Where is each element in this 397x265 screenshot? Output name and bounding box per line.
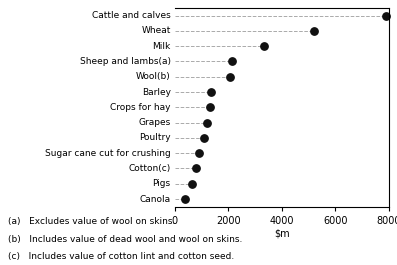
Point xyxy=(383,14,389,18)
Text: Cotton(c): Cotton(c) xyxy=(129,164,171,173)
Point xyxy=(206,105,213,109)
Text: Milk: Milk xyxy=(152,42,171,51)
Text: Sheep and lambs(a): Sheep and lambs(a) xyxy=(80,57,171,66)
Point xyxy=(189,182,195,186)
Text: (c)   Includes value of cotton lint and cotton seed.: (c) Includes value of cotton lint and co… xyxy=(8,252,234,261)
Point xyxy=(226,75,233,79)
Text: Crops for hay: Crops for hay xyxy=(110,103,171,112)
Point xyxy=(204,121,210,125)
X-axis label: $m: $m xyxy=(274,228,290,239)
Point xyxy=(193,166,199,171)
Point xyxy=(201,136,207,140)
Text: (a)   Excludes value of wool on skins.: (a) Excludes value of wool on skins. xyxy=(8,217,175,226)
Text: Sugar cane cut for crushing: Sugar cane cut for crushing xyxy=(45,149,171,158)
Point xyxy=(311,29,317,33)
Point xyxy=(208,90,214,94)
Point xyxy=(196,151,202,155)
Text: Pigs: Pigs xyxy=(152,179,171,188)
Text: Grapes: Grapes xyxy=(139,118,171,127)
Point xyxy=(182,197,188,201)
Text: Wheat: Wheat xyxy=(141,26,171,36)
Text: Wool(b): Wool(b) xyxy=(136,72,171,81)
Point xyxy=(261,44,268,48)
Text: Poultry: Poultry xyxy=(139,133,171,142)
Text: Cattle and calves: Cattle and calves xyxy=(92,11,171,20)
Text: Canola: Canola xyxy=(140,195,171,204)
Text: (b)   Includes value of dead wool and wool on skins.: (b) Includes value of dead wool and wool… xyxy=(8,235,242,244)
Text: Barley: Barley xyxy=(142,87,171,96)
Point xyxy=(229,59,235,64)
